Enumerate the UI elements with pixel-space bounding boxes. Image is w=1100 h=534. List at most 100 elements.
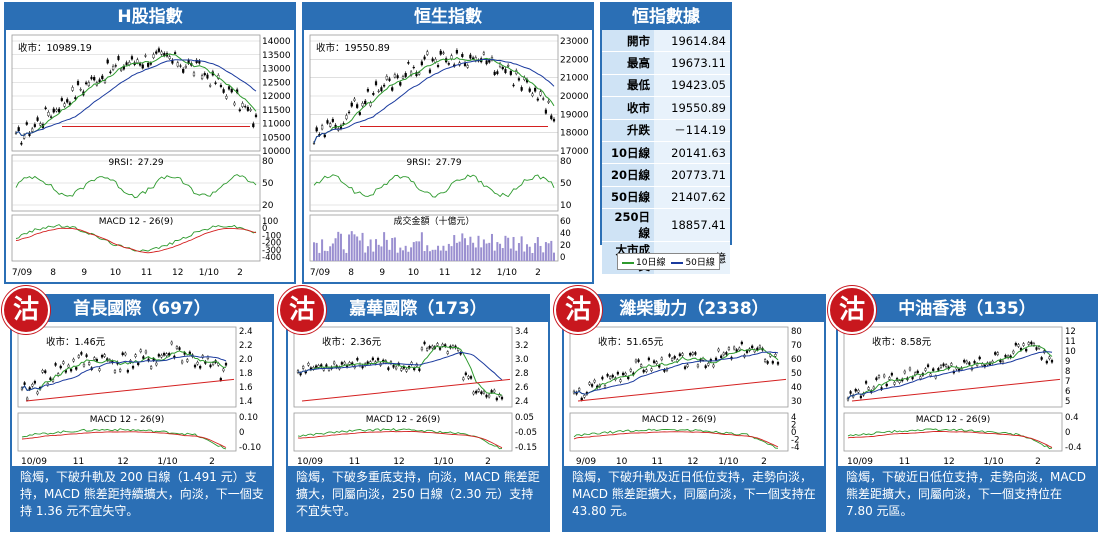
hsi-chart: 23000 22000 21000 20000 19000 18000 17000 收市：19…	[309, 34, 589, 278]
stats-value: 19423.05	[654, 74, 730, 98]
candle-body	[175, 346, 179, 349]
price-tick-label: 11000	[262, 120, 291, 130]
candle-body	[426, 51, 429, 55]
candle-body	[771, 361, 774, 364]
candle-body	[893, 382, 896, 385]
stats-value: 20773.71	[654, 163, 730, 187]
candle-body	[542, 98, 545, 100]
volume-bar	[450, 246, 453, 261]
candle-body	[141, 64, 144, 69]
stats-value: 19550.89	[654, 96, 730, 120]
candle-body	[534, 87, 537, 92]
x-tick-label: 2	[535, 268, 541, 278]
price-pane-frame	[17, 326, 237, 408]
candle-body	[466, 65, 469, 68]
candle-body	[774, 354, 777, 357]
candle-body	[157, 48, 161, 52]
candle-body	[165, 353, 168, 356]
macd-tick-label: 0.10	[239, 413, 258, 423]
volume-bar	[539, 245, 542, 261]
candle-body	[393, 74, 396, 78]
volume-bar	[466, 245, 469, 261]
candle-body	[209, 85, 212, 87]
candle-body	[88, 362, 91, 365]
candle-body	[890, 373, 893, 376]
candle-body	[888, 377, 891, 380]
candle-body	[469, 54, 472, 59]
close-label: 收市：51.65元	[598, 336, 664, 348]
rsi-tick-label: 10	[560, 201, 572, 211]
macd-label: MACD 12 - 26(9)	[90, 415, 164, 425]
volume-bar	[437, 245, 440, 261]
stock-title: 中油香港（135）	[838, 296, 1096, 322]
trend-line	[25, 378, 235, 402]
candle-body	[536, 98, 539, 101]
price-tick-label: 12000	[262, 92, 291, 102]
volume-bar	[329, 246, 332, 261]
x-tick-label: 1/10	[157, 457, 177, 467]
sub-tick-label: 100	[262, 217, 278, 227]
sub-pane-frame	[309, 214, 559, 262]
candle-body	[455, 50, 459, 54]
ma50-line	[297, 351, 503, 381]
candle-body	[751, 345, 754, 349]
x-tick-label: 11	[899, 457, 910, 467]
price-tick-label: 23000	[560, 37, 589, 47]
candle-body	[33, 124, 36, 127]
sub-tick-label: 40	[560, 229, 571, 239]
candle-body	[225, 95, 228, 99]
candle-body	[101, 75, 104, 80]
candle-body	[117, 56, 120, 60]
candle-body	[691, 352, 694, 356]
candle-body	[1022, 343, 1025, 346]
candle-body	[120, 68, 123, 71]
stock-comment: 陰燭，下破升軌及 200 日線（1.491 元）支持，MACD 熊差距持續擴大，…	[12, 466, 272, 530]
candle-body	[428, 69, 432, 73]
candle-body	[377, 90, 380, 92]
rsi-tick-label: 50	[560, 179, 572, 189]
stats-label: 20日線	[602, 163, 654, 187]
candle-body	[621, 372, 625, 376]
stats-value: －114.19	[654, 119, 730, 142]
candle-body	[418, 368, 421, 371]
candle-body	[725, 352, 728, 355]
candle-body	[219, 378, 222, 381]
candle-body	[333, 361, 336, 365]
stats-label: 升跌	[602, 119, 654, 142]
candle-body	[347, 111, 351, 114]
candle-body	[121, 352, 124, 356]
candle-body	[696, 364, 700, 368]
candle-body	[423, 56, 426, 60]
volume-bar	[499, 243, 502, 261]
candle-body	[252, 123, 255, 128]
candle-body	[100, 355, 104, 358]
volume-bar	[423, 251, 426, 261]
candle-body	[396, 75, 399, 79]
candle-body	[673, 356, 676, 359]
volume-bar	[369, 239, 372, 261]
stock-title: 首長國際（697）	[12, 296, 272, 322]
volume-bar	[361, 232, 364, 261]
rsi-tick-label: 80	[560, 157, 572, 167]
x-tick-label: 2	[1035, 457, 1041, 467]
candle-body	[415, 72, 418, 77]
stock-panel-135: 中油香港（135） 12 11 10 9 8 7 6 5 收市：8.58元 0.4 0 -0.4 MAC…	[836, 294, 1098, 532]
x-tick-label: 9/09	[576, 457, 596, 467]
price-tick-label: 50	[791, 369, 802, 379]
price-tick-label: 3.2	[515, 341, 529, 351]
candle-body	[307, 362, 310, 366]
candle-body	[707, 363, 710, 366]
candle-body	[1045, 360, 1048, 364]
candle-body	[756, 347, 759, 351]
candle-body	[640, 364, 643, 367]
candle-body	[142, 356, 145, 359]
stats-label: 開市	[602, 30, 654, 53]
candle-body	[134, 354, 137, 357]
volume-bar	[415, 241, 418, 261]
volume-bar	[542, 252, 545, 261]
stock-comment: 陰燭，下破升軌及近日低位支持，走勢向淡，MACD 熊差距擴大，同屬向淡，下一個支…	[564, 466, 824, 530]
candle-body	[139, 349, 142, 353]
candle-body	[637, 359, 640, 362]
candle-body	[85, 354, 88, 357]
candle-body	[114, 65, 117, 67]
